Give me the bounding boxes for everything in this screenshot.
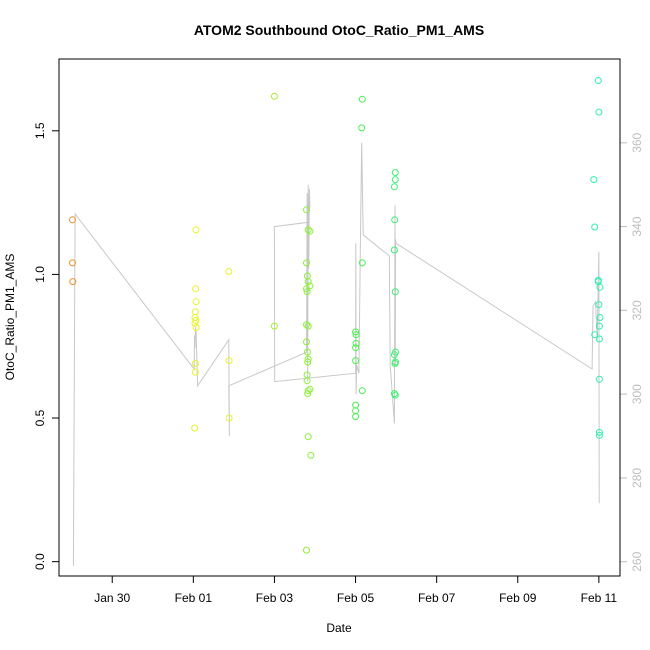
- y-tick-label-2: 1.0: [33, 266, 47, 283]
- data-point-28: [303, 321, 310, 329]
- axes-layer: Jan 30 Feb 01 Feb 03 Feb 05 Feb 07 Feb 09 Feb …: [33, 122, 644, 605]
- data-point-38: [304, 390, 312, 398]
- data-point-47: [352, 339, 360, 347]
- y2-tick-label-3: 320: [630, 300, 644, 320]
- data-point-50: [358, 387, 366, 395]
- data-point-68: [590, 176, 598, 184]
- data-point-53: [352, 413, 360, 421]
- data-point-72: [596, 283, 604, 291]
- data-point-66: [594, 77, 602, 84]
- x-tick-label-1: Feb 01: [175, 591, 213, 605]
- data-point-26: [303, 288, 311, 296]
- data-point-37: [304, 387, 312, 395]
- x-tick-label-5: Feb 09: [499, 591, 537, 605]
- data-point-18: [270, 322, 278, 330]
- data-point-39: [304, 433, 312, 441]
- data-point-44: [358, 259, 366, 267]
- data-point-76: [591, 331, 599, 339]
- data-point-57: [391, 216, 399, 224]
- data-point-79: [595, 428, 603, 436]
- data-point-64: [390, 390, 398, 398]
- data-point-22: [303, 259, 310, 267]
- data-point-43: [358, 124, 366, 132]
- data-point-20: [304, 226, 312, 234]
- data-point-45: [352, 328, 360, 336]
- data-point-54: [391, 169, 399, 176]
- data-point-40: [307, 451, 315, 459]
- data-point-19: [303, 206, 310, 214]
- y2-tick-label-0: 260: [630, 551, 644, 571]
- data-point-69: [591, 223, 599, 231]
- data-point-1: [69, 259, 76, 267]
- y-tick-label-3: 1.5: [33, 122, 47, 139]
- data-point-6: [191, 319, 199, 327]
- y2-tick-label-4: 340: [630, 216, 644, 236]
- data-point-33: [304, 358, 312, 366]
- data-point-55: [391, 176, 399, 184]
- data-point-17: [270, 92, 278, 100]
- y2-tick-label-2: 300: [630, 384, 644, 404]
- data-point-59: [391, 288, 399, 296]
- data-point-74: [596, 314, 604, 321]
- x-tick-label-2: Feb 03: [256, 591, 294, 605]
- y-axis-label: OtoC_Ratio_PM1_AMS: [3, 254, 17, 381]
- data-point-27: [306, 282, 314, 290]
- data-point-35: [303, 377, 311, 385]
- data-point-32: [304, 355, 312, 363]
- data-point-24: [304, 278, 312, 286]
- data-point-14: [225, 268, 233, 275]
- data-point-78: [595, 375, 603, 383]
- data-point-10: [192, 316, 200, 324]
- x-tick-label-0: Jan 30: [94, 591, 130, 605]
- data-point-80: [595, 431, 603, 439]
- data-point-4: [192, 226, 200, 234]
- data-point-7: [191, 308, 199, 316]
- y-tick-label-0: 0.0: [33, 553, 47, 570]
- chart-title: ATOM2 Southbound OtoC_Ratio_PM1_AMS: [194, 22, 484, 38]
- y2-tick-label-1: 280: [630, 468, 644, 488]
- x-axis-label: Date: [326, 621, 352, 635]
- y-tick-label-1: 0.5: [33, 409, 47, 426]
- data-point-42: [358, 95, 366, 103]
- data-point-13: [191, 368, 199, 376]
- data-point-46: [352, 331, 360, 339]
- data-point-58: [390, 246, 398, 254]
- x-tick-label-4: Feb 07: [418, 591, 456, 605]
- data-point-21: [306, 227, 314, 235]
- data-point-48: [352, 344, 360, 352]
- data-point-73: [595, 301, 603, 309]
- data-point-8: [192, 285, 200, 293]
- data-point-11: [192, 324, 200, 332]
- secondary-series-line: [72, 142, 600, 566]
- data-point-56: [390, 183, 398, 191]
- data-point-67: [595, 108, 603, 116]
- x-tick-label-3: Feb 05: [337, 591, 375, 605]
- data-point-9: [192, 298, 200, 306]
- data-point-65: [391, 391, 399, 399]
- points-layer: [69, 77, 604, 554]
- data-point-77: [595, 335, 603, 343]
- plot-frame: [58, 58, 621, 577]
- data-point-31: [303, 348, 311, 356]
- x-tick-label-6: Feb 11: [581, 591, 618, 605]
- data-point-61: [390, 351, 398, 359]
- data-point-41: [303, 546, 310, 554]
- data-point-16: [225, 414, 233, 422]
- data-point-75: [595, 322, 603, 330]
- secondary-line-layer: [72, 142, 600, 566]
- data-point-2: [69, 278, 77, 286]
- y2-tick-label-5: 360: [630, 132, 644, 152]
- data-point-30: [303, 338, 310, 346]
- data-point-49: [352, 357, 360, 365]
- data-point-29: [304, 322, 312, 330]
- data-point-15: [225, 357, 233, 365]
- data-point-3: [191, 424, 199, 432]
- data-point-63: [391, 360, 399, 367]
- data-point-36: [306, 385, 314, 393]
- data-point-12: [191, 360, 199, 367]
- data-point-0: [69, 216, 76, 224]
